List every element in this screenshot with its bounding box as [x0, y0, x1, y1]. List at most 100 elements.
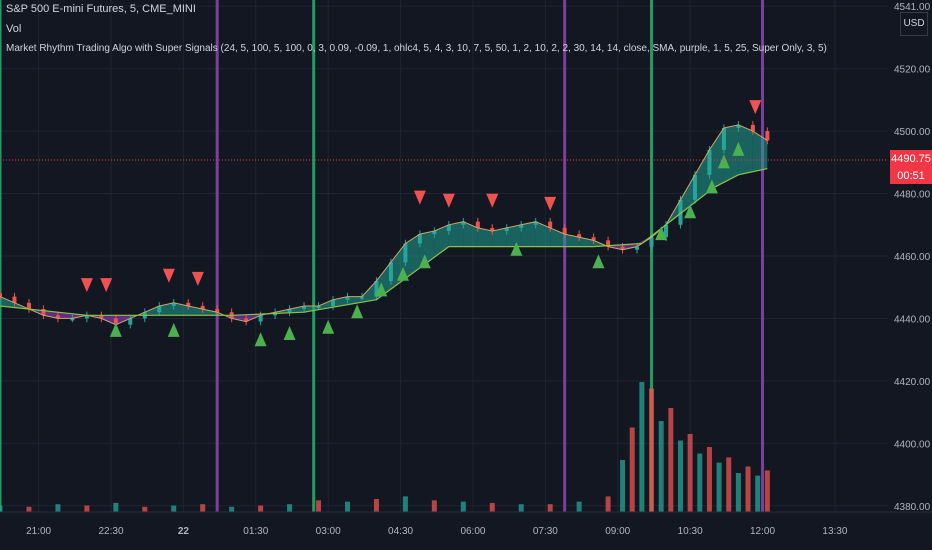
buy-signal-marker: [167, 322, 180, 337]
buy-signal-marker: [510, 241, 523, 256]
buy-signal-marker: [655, 226, 668, 241]
last-price-label: 4490.75: [890, 150, 932, 168]
price-tick-label: 4380.00: [894, 502, 931, 513]
volume-bar: [658, 421, 664, 512]
algo-indicator-label[interactable]: Market Rhythm Trading Algo with Super Si…: [6, 43, 827, 54]
volume-bar: [344, 501, 350, 512]
volume-bar: [84, 505, 90, 512]
ribbon-segment: [680, 174, 695, 214]
ribbon-segment: [738, 124, 753, 175]
price-axis: 4380.00 4400.00 4420.00 4440.00 4460.00 4480.…: [888, 0, 932, 550]
candle-body: [171, 302, 176, 306]
ribbon-segment: [448, 221, 464, 247]
signal-markers: [80, 100, 762, 347]
candle-body: [461, 221, 466, 225]
volume-bar: [402, 496, 408, 512]
volume-bar: [258, 505, 264, 512]
sell-signal-marker: [162, 268, 175, 283]
ribbon-segment: [231, 314, 247, 322]
sell-signal-marker: [80, 278, 93, 293]
symbol-title[interactable]: S&P 500 E-mini Futures, 5, CME_MINI: [6, 3, 196, 15]
ribbon-segment: [709, 128, 724, 192]
volume-bar: [735, 473, 741, 512]
volume-bar: [55, 504, 61, 512]
candle-body: [258, 315, 263, 322]
ribbon-segment: [405, 234, 420, 279]
candle-body: [84, 315, 89, 319]
sell-signal-marker: [544, 196, 557, 211]
candle-body: [244, 318, 249, 322]
volume-bar: [171, 505, 177, 512]
time-tick-label: 22: [178, 526, 190, 537]
fast-ma-line: [0, 124, 768, 326]
volume-bars: [0, 382, 770, 512]
price-tick-label: 4500.00: [894, 127, 931, 138]
volume-bar: [26, 506, 32, 512]
time-axis: 21:00 22:30 22 01:30 03:00 04:30 06:00 07:30 09:…: [0, 511, 932, 550]
buy-signal-marker: [396, 266, 409, 281]
candle-body: [577, 234, 582, 238]
candle-body: [316, 305, 321, 308]
volume-bar: [605, 496, 611, 512]
volume-bar: [764, 470, 770, 512]
candle-body: [200, 305, 205, 310]
buy-signal-marker: [351, 304, 364, 319]
ribbon-segment: [101, 315, 116, 325]
volume-bar: [431, 500, 437, 512]
volume-bar: [745, 466, 751, 512]
ribbon-segment: [318, 299, 333, 310]
currency-badge[interactable]: USD: [900, 12, 928, 36]
volume-bar: [576, 501, 582, 512]
volume-bar: [142, 506, 148, 512]
candle-body: [157, 305, 162, 313]
volume-indicator-label[interactable]: Vol: [6, 23, 22, 35]
sell-signal-marker: [749, 100, 762, 115]
time-tick-label: 01:30: [243, 526, 268, 537]
time-tick-label: 09:00: [605, 526, 630, 537]
volume-bar: [726, 457, 732, 512]
volume-bar: [229, 506, 235, 512]
volume-bar: [547, 504, 553, 512]
candle-body: [374, 280, 379, 297]
sell-signal-marker: [413, 190, 426, 205]
volume-bar: [649, 388, 655, 512]
candle-body: [504, 227, 509, 232]
time-axis-bg: [0, 512, 932, 550]
ribbon-segment: [492, 227, 507, 247]
ribbon-segment: [622, 243, 638, 250]
time-tick-label: 10:30: [678, 526, 703, 537]
ribbon-segment: [173, 302, 189, 316]
time-tick-label: 04:30: [388, 526, 413, 537]
volume-bar: [620, 460, 626, 512]
volume-bar: [629, 427, 635, 512]
candle-body: [99, 315, 104, 319]
ribbon-segment: [521, 221, 536, 247]
ribbon-segment: [159, 302, 174, 316]
ribbon-segment: [550, 227, 565, 247]
price-tick-label: 4541.00: [894, 2, 931, 13]
candle-body: [692, 174, 697, 200]
bar-countdown-label: 00:51: [890, 168, 932, 184]
candle-body: [750, 124, 755, 132]
candle-body: [113, 318, 118, 325]
time-tick-label: 07:30: [533, 526, 558, 537]
ribbon-segment: [506, 224, 522, 247]
candle-body: [417, 234, 422, 244]
volume-bar: [287, 504, 293, 512]
ma-ribbon: [0, 124, 768, 325]
time-tick-label: 12:00: [750, 526, 775, 537]
ribbon-segment: [752, 131, 768, 172]
candle-body: [620, 246, 625, 250]
candle-body: [359, 296, 364, 299]
volume-bar: [373, 499, 379, 512]
ribbon-segment: [477, 227, 493, 247]
candle-body: [41, 309, 46, 316]
candle-body: [345, 296, 350, 300]
time-tick-label: 21:00: [26, 526, 51, 537]
volume-bar: [200, 504, 206, 512]
time-tick-label: 22:30: [98, 526, 123, 537]
ribbon-segment: [390, 243, 406, 290]
volume-bar: [697, 453, 703, 512]
ribbon-segment: [43, 310, 58, 319]
